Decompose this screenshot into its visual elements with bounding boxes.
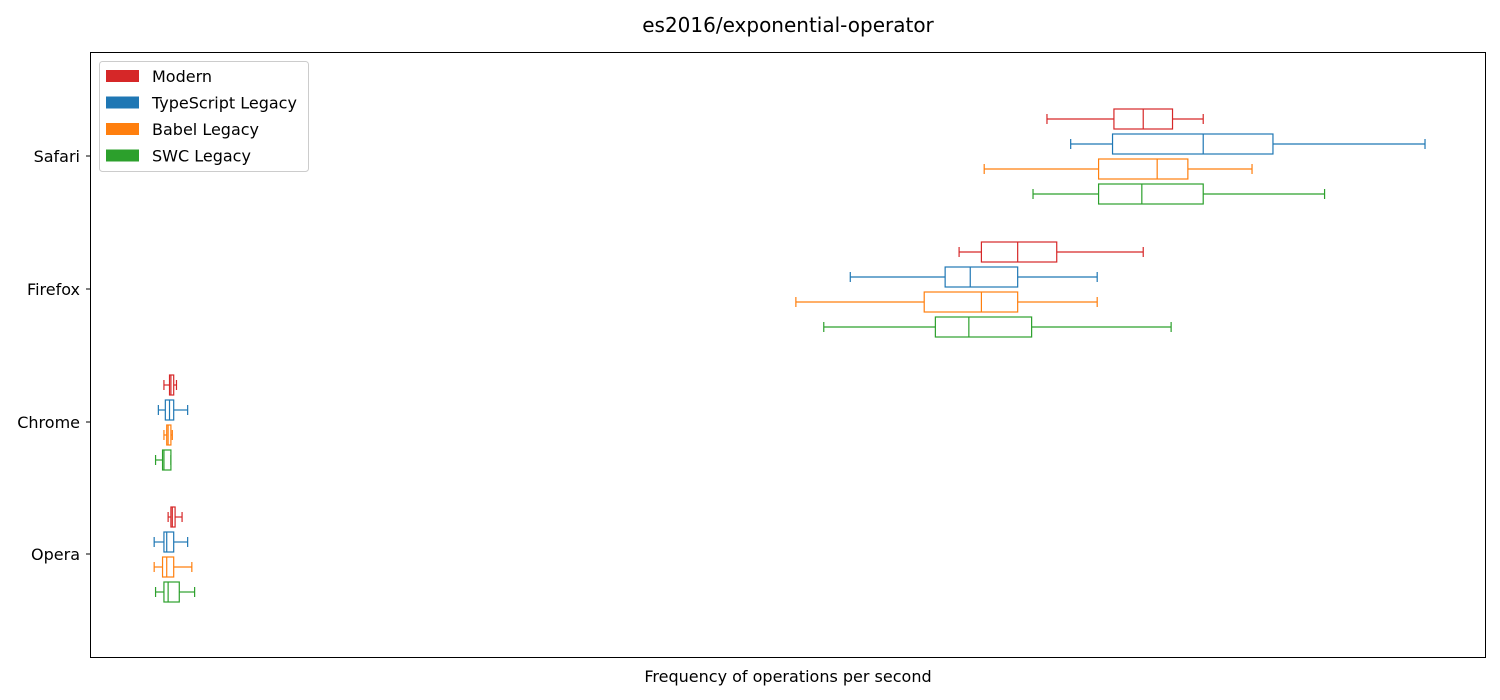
x-axis-label: Frequency of operations per second (644, 667, 931, 686)
box-swc-legacy-opera (154, 581, 196, 603)
legend-label: SWC Legacy (152, 147, 251, 166)
box-modern-firefox (958, 241, 1144, 263)
box-typescript-legacy-firefox (849, 266, 1098, 288)
box-group (153, 108, 1426, 603)
box (1097, 158, 1189, 180)
y-tick-label: Chrome (17, 413, 80, 432)
box (161, 556, 175, 578)
legend-label: Modern (152, 67, 212, 86)
box-swc-legacy-firefox (823, 316, 1172, 338)
y-axis: Safari Firefox Chrome Opera (17, 147, 90, 564)
legend-swatch (106, 123, 139, 135)
box-babel-legacy-firefox (795, 291, 1098, 313)
box (163, 581, 180, 603)
box-babel-legacy-chrome (163, 424, 173, 446)
box-babel-legacy-opera (153, 556, 193, 578)
box-swc-legacy-safari (1032, 183, 1326, 205)
box (980, 241, 1058, 263)
box-modern-safari (1046, 108, 1204, 130)
legend: Modern TypeScript Legacy Babel Legacy SWC L… (99, 61, 309, 172)
chart-title: es2016/exponential-operator (642, 13, 934, 37)
legend-label: Babel Legacy (152, 120, 259, 139)
box-typescript-legacy-safari (1070, 133, 1426, 155)
box (1111, 133, 1274, 155)
box (170, 506, 176, 528)
box-typescript-legacy-opera (153, 531, 189, 553)
box (166, 424, 172, 446)
legend-label: TypeScript Legacy (151, 94, 297, 113)
box-modern-opera (167, 506, 183, 528)
legend-frame (99, 61, 309, 172)
legend-swatch (106, 149, 139, 162)
y-tick-label: Safari (34, 147, 80, 166)
legend-swatch (106, 70, 139, 82)
box (161, 449, 172, 471)
y-tick-label: Opera (31, 545, 80, 564)
plot-area (90, 52, 1486, 658)
box-babel-legacy-safari (983, 158, 1253, 180)
legend-swatch (106, 96, 139, 109)
box (168, 374, 175, 396)
box-typescript-legacy-chrome (157, 399, 189, 421)
box-swc-legacy-chrome (154, 449, 172, 471)
box (923, 291, 1019, 313)
box (1097, 183, 1204, 205)
box-modern-chrome (163, 374, 178, 396)
box (163, 531, 175, 553)
y-tick-label: Firefox (27, 280, 80, 299)
box (944, 266, 1019, 288)
box (934, 316, 1033, 338)
